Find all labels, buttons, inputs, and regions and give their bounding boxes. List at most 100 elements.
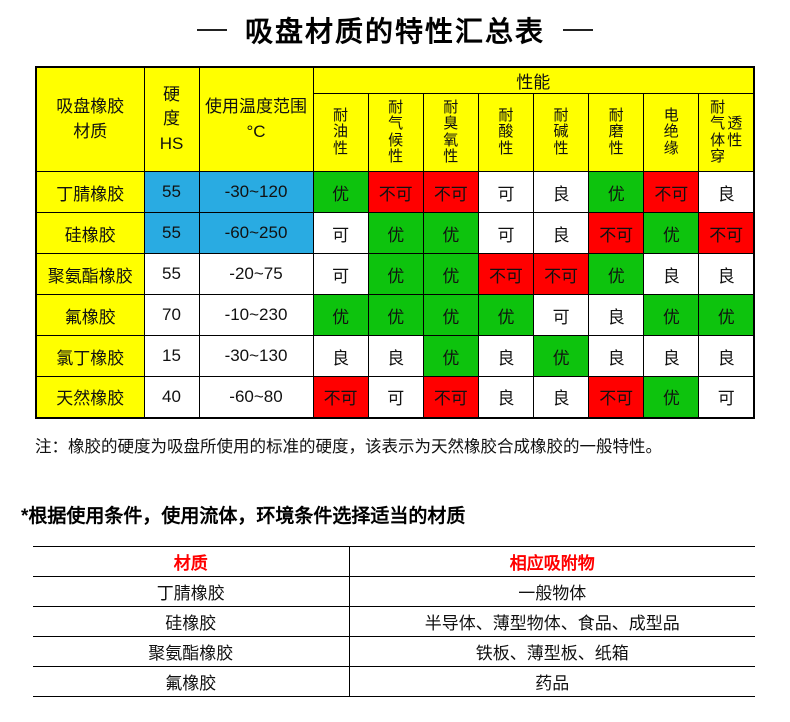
spec-header-row-perf: 耐 油 性 耐 气 候 性 耐 臭 氧 性 耐 酸 性 耐 碱 性 耐 磨 性 … (36, 93, 755, 172)
performance-cell: 可 (698, 376, 755, 418)
performance-cell: 优 (367, 294, 424, 336)
performance-cell: 可 (477, 212, 535, 254)
performance-cell: 可 (477, 171, 535, 213)
match-material-cell: 氟橡胶 (33, 665, 350, 697)
match-row: 聚氨酯橡胶 铁板、薄型板、纸箱 (33, 635, 755, 667)
performance-cell: 优 (312, 171, 369, 213)
match-material-cell: 硅橡胶 (33, 605, 350, 637)
hardness-cell: 55 (143, 212, 200, 254)
material-match-table: 材质 相应吸附物 丁腈橡胶 一般物体 硅橡胶 半导体、薄型物体、食品、成型品 聚… (33, 545, 755, 697)
perf-col-label: 电 绝 缘 (663, 106, 679, 157)
performance-cell: 优 (367, 253, 424, 295)
title-dash-right (563, 29, 593, 31)
performance-cell: 良 (698, 253, 755, 295)
material-cell: 丁腈橡胶 (35, 171, 145, 213)
perf-col-label: 耐 磨 性 (608, 106, 624, 157)
material-cell: 氟橡胶 (35, 294, 145, 336)
perf-col-label: 耐 臭 氧 性 (443, 98, 459, 165)
match-objects-cell: 铁板、薄型板、纸箱 (349, 635, 755, 667)
performance-cell: 不可 (532, 253, 590, 295)
perf-col-label: 耐 油 性 (333, 106, 349, 157)
header-alkali-resistance: 耐 碱 性 (532, 93, 590, 172)
perf-col-label: 耐 碱 性 (553, 106, 569, 157)
header-oil-resistance: 耐 油 性 (312, 93, 369, 172)
header-abrasion-resistance: 耐 磨 性 (588, 93, 645, 172)
performance-cell: 不可 (312, 376, 369, 418)
page-title: 吸盘材质的特性汇总表 (0, 0, 790, 50)
perf-col-label: 耐 酸 性 (498, 106, 514, 157)
header-hardness-hs: 硬 度 HS (143, 66, 200, 172)
performance-cell: 可 (312, 212, 369, 254)
performance-cell: 优 (643, 294, 700, 336)
material-cell: 硅橡胶 (35, 212, 145, 254)
performance-cell: 不可 (477, 253, 535, 295)
header-gas-permeation-resistance: 耐 气 体 穿透 性 (698, 93, 755, 172)
performance-cell: 优 (422, 212, 479, 254)
match-material-cell: 丁腈橡胶 (33, 575, 350, 607)
performance-cell: 良 (367, 335, 424, 377)
spec-row: 聚氨酯橡胶 55 -20~75 可优优不可 不可优良良 (35, 253, 755, 295)
performance-cell: 不可 (367, 171, 424, 213)
performance-cell: 优 (588, 253, 645, 295)
temp-range-cell: -10~230 (198, 294, 314, 336)
match-objects-cell: 半导体、薄型物体、食品、成型品 (349, 605, 755, 637)
performance-cell: 优 (422, 253, 479, 295)
performance-cell: 优 (422, 335, 479, 377)
performance-cell: 不可 (643, 171, 700, 213)
performance-cell: 良 (698, 171, 755, 213)
spec-row: 天然橡胶 40 -60~80 不可可不可良良不可优可 (35, 376, 755, 418)
temp-range-cell: -60~80 (198, 376, 314, 418)
performance-cell: 优 (477, 294, 535, 336)
match-header-objects: 相应吸附物 (349, 545, 755, 577)
performance-cell: 良 (477, 376, 535, 418)
spec-row: 丁腈橡胶 55 -30~120 优不可 不可可良优不可良 (35, 171, 755, 213)
section-heading: *根据使用条件，使用流体，环境条件选择适当的材质 (21, 505, 466, 527)
hardness-cell: 55 (143, 253, 200, 295)
performance-cell: 优 (532, 335, 590, 377)
performance-cell: 良 (643, 253, 700, 295)
performance-cell: 良 (588, 335, 645, 377)
header-ozone-resistance: 耐 臭 氧 性 (422, 93, 479, 172)
hardness-cell: 55 (143, 171, 200, 213)
performance-cell: 良 (698, 335, 755, 377)
material-cell: 聚氨酯橡胶 (35, 253, 145, 295)
temp-range-cell: -20~75 (198, 253, 314, 295)
hardness-cell: 70 (143, 294, 200, 336)
spec-table-body: 丁腈橡胶 55 -30~120 优不可 不可可良优不可良硅橡胶 55 -60~250 可优优可… (35, 171, 755, 418)
performance-cell: 良 (312, 335, 369, 377)
performance-cell: 可 (532, 294, 590, 336)
performance-cell: 不可 (422, 171, 479, 213)
performance-cell: 优 (588, 171, 645, 213)
match-row: 氟橡胶 药品 (33, 665, 755, 697)
performance-cell: 不可 (588, 212, 645, 254)
match-material-cell: 聚氨酯橡胶 (33, 635, 350, 667)
performance-cell: 优 (312, 294, 369, 336)
match-header-row: 材质 相应吸附物 (33, 545, 755, 577)
performance-cell: 良 (588, 294, 645, 336)
perf-col-label: 耐 气 候 性 (388, 98, 404, 165)
header-temperature-range: 使用温度范围 °C (198, 66, 314, 172)
performance-cell: 良 (477, 335, 535, 377)
performance-cell: 不可 (698, 212, 755, 254)
material-cell: 氯丁橡胶 (35, 335, 145, 377)
title-dash-left (196, 29, 227, 31)
match-row: 丁腈橡胶 一般物体 (33, 575, 755, 607)
spec-table: 吸盘橡胶 材质 硬 度 HS 使用温度范围 °C 性能 耐 油 性 耐 气 候 … (35, 66, 755, 419)
performance-cell: 优 (698, 294, 755, 336)
performance-cell: 优 (643, 376, 700, 418)
temp-range-cell: -30~130 (198, 335, 314, 377)
perf-col-label: 耐 气 体 穿 (710, 98, 726, 165)
temp-range-cell: -30~120 (198, 171, 314, 213)
hardness-cell: 15 (143, 335, 200, 377)
performance-cell: 可 (312, 253, 369, 295)
performance-cell: 优 (643, 212, 700, 254)
perf-col-label: 透 性 (727, 115, 743, 149)
performance-cell: 良 (532, 376, 590, 418)
match-row: 硅橡胶 半导体、薄型物体、食品、成型品 (33, 605, 755, 637)
performance-cell: 良 (532, 171, 590, 213)
match-header-material: 材质 (33, 545, 350, 577)
performance-cell: 优 (367, 212, 424, 254)
performance-cell: 优 (422, 294, 479, 336)
header-electrical-insulation: 电 绝 缘 (643, 93, 700, 172)
